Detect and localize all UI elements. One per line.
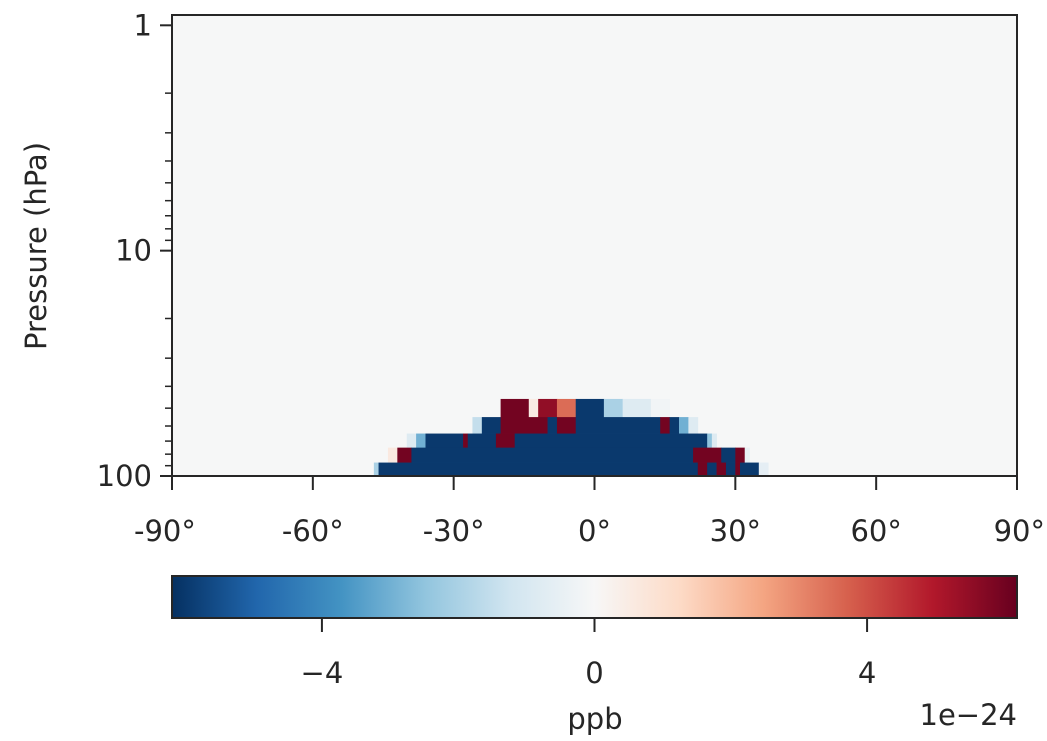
- heatmap-cell: [472, 417, 483, 434]
- y-axis-label: Pressure (hPa): [19, 142, 53, 350]
- x-tick-label: 60°: [850, 514, 901, 548]
- colorbar-tick-label: 4: [858, 656, 876, 690]
- colorbar-tick-label: −4: [301, 656, 344, 690]
- heatmap-cell: [758, 462, 769, 476]
- heatmap-cell: [425, 433, 464, 449]
- heatmap-cell: [707, 433, 713, 449]
- heatmap-cell: [697, 462, 708, 476]
- heatmap-cell: [744, 447, 750, 463]
- heatmap-cell: [711, 433, 717, 449]
- heatmap-cell: [735, 447, 746, 463]
- y-tick-label: 1: [134, 8, 152, 42]
- x-tick-label: 90°: [994, 514, 1045, 548]
- heatmap-cell: [528, 398, 539, 418]
- heatmap-cell: [603, 398, 624, 418]
- heatmap-cell: [467, 433, 497, 449]
- heatmap-cell: [538, 398, 558, 418]
- heatmap-cell: [514, 433, 708, 449]
- plot-area: [171, 14, 1018, 477]
- colorbar-ticks: −4 0 4: [301, 618, 876, 690]
- heatmap-cell: [481, 417, 502, 434]
- x-axis: -90° -60° -30° 0° 30° 60° 90°: [134, 476, 1045, 548]
- y-tick-label: 10: [115, 234, 152, 268]
- heatmap-cell: [373, 462, 379, 476]
- heatmap-cell: [622, 398, 652, 418]
- heatmap-cell: [411, 447, 694, 463]
- heatmap-cell: [556, 417, 577, 434]
- heatmap-cell: [693, 447, 722, 463]
- heatmap-cell: [716, 462, 727, 476]
- colorbar-tick-label: 0: [585, 656, 603, 690]
- heatmap-cell: [547, 417, 558, 434]
- heatmap-cell: [406, 433, 417, 449]
- heatmap-cell: [575, 398, 605, 418]
- x-tick-label: -30°: [423, 514, 485, 548]
- heatmap-cell: [707, 462, 717, 476]
- heatmap-cells: [373, 398, 769, 476]
- heatmap-cell: [397, 447, 412, 463]
- heatmap-cell: [679, 417, 689, 434]
- heatmap-cell: [669, 417, 680, 434]
- y-tick-label: 100: [97, 459, 152, 493]
- heatmap-cell: [556, 398, 577, 418]
- colorbar-label: ppb: [567, 702, 622, 736]
- y-axis: 1 10 100: [97, 8, 173, 493]
- heatmap-cell: [650, 398, 671, 418]
- heatmap-cell: [500, 398, 530, 418]
- heatmap-cell: [660, 417, 671, 434]
- heatmap-cell: [740, 462, 760, 476]
- heatmap-cell: [735, 462, 741, 476]
- heatmap-cell: [725, 462, 736, 476]
- heatmap-cell: [721, 447, 736, 463]
- colorbar-offset-label: 1e−24: [920, 698, 1018, 732]
- heatmap-cell: [416, 433, 426, 449]
- heatmap-cell: [387, 447, 398, 463]
- x-tick-label: 0°: [578, 514, 611, 548]
- colorbar-gradient: [171, 575, 1018, 619]
- heatmap-cell: [575, 417, 661, 434]
- heatmap-cell: [500, 417, 548, 434]
- colorbar: −4 0 4 ppb 1e−24: [171, 575, 1018, 736]
- heatmap-cell: [378, 462, 699, 476]
- heatmap-cell: [688, 417, 699, 434]
- heatmap-cell: [463, 433, 469, 449]
- x-tick-label: 30°: [710, 514, 761, 548]
- x-tick-label: -90°: [134, 514, 196, 548]
- x-tick-label: -60°: [282, 514, 344, 548]
- heatmap-cell: [495, 433, 516, 449]
